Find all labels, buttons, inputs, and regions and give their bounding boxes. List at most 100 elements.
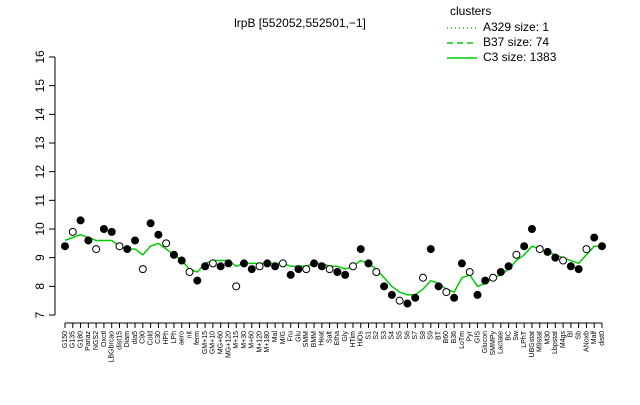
point bbox=[286, 270, 295, 279]
x-tick-label: BMM bbox=[311, 331, 318, 348]
chart-title: lrpB [552052,552501,−1] bbox=[234, 16, 366, 30]
point bbox=[387, 290, 396, 299]
x-tick-label: LPh bbox=[171, 331, 178, 344]
x-tick-label: ANoxb bbox=[583, 331, 590, 352]
x-tick-label: Pyr bbox=[467, 330, 474, 341]
point bbox=[535, 245, 544, 254]
point bbox=[395, 296, 404, 305]
point bbox=[442, 288, 451, 297]
x-tick-label: M+60 bbox=[249, 331, 256, 349]
x-tick-label: S6 bbox=[404, 331, 411, 340]
point bbox=[278, 259, 287, 268]
point bbox=[341, 270, 350, 279]
point bbox=[61, 242, 69, 251]
x-tick-label: Cold bbox=[147, 331, 154, 346]
x-tick-label: Fru bbox=[288, 331, 295, 342]
x-tick-label: Diam bbox=[124, 331, 131, 348]
x-tick-label: Glu bbox=[295, 331, 302, 342]
x-tick-label: Oxctl bbox=[101, 331, 108, 347]
x-tick-label: G135 bbox=[70, 331, 77, 348]
point bbox=[123, 245, 132, 254]
x-tick-label: B36 bbox=[451, 331, 458, 344]
x-tick-label: Sb bbox=[575, 331, 582, 340]
point bbox=[426, 245, 435, 254]
x-tick-label: Mal bbox=[272, 331, 279, 343]
point bbox=[504, 262, 513, 271]
point bbox=[457, 259, 466, 268]
x-tick-label: SMMPy bbox=[490, 331, 497, 356]
point bbox=[364, 259, 373, 268]
point bbox=[162, 239, 171, 248]
x-tick-label: B60 bbox=[443, 331, 450, 344]
point bbox=[527, 225, 536, 233]
point bbox=[208, 259, 217, 268]
point bbox=[582, 245, 591, 254]
point bbox=[76, 216, 85, 225]
point bbox=[574, 265, 583, 274]
x-tick-label: S3 bbox=[381, 331, 388, 340]
point bbox=[590, 233, 599, 242]
point bbox=[317, 262, 326, 271]
x-tick-label: BC bbox=[505, 331, 512, 341]
point bbox=[92, 245, 101, 254]
y-tick-label: 8 bbox=[33, 283, 47, 290]
point bbox=[310, 259, 319, 268]
point bbox=[543, 247, 552, 256]
legend-label: C3 size: 1383 bbox=[483, 50, 557, 64]
x-tick-label: M+180 bbox=[264, 331, 271, 353]
point bbox=[185, 268, 194, 276]
point bbox=[294, 265, 303, 274]
point bbox=[489, 273, 498, 282]
point bbox=[520, 242, 529, 251]
point bbox=[419, 273, 427, 282]
x-tick-label: Gly bbox=[342, 331, 349, 342]
point bbox=[255, 262, 264, 271]
x-tick-label: M4gs bbox=[560, 331, 567, 349]
point bbox=[131, 236, 140, 245]
x-tick-label: dist15 bbox=[116, 331, 123, 350]
x-tick-label: Heat bbox=[319, 331, 326, 346]
point bbox=[325, 265, 334, 274]
x-tick-label: Pariaz bbox=[85, 331, 92, 351]
point bbox=[271, 262, 280, 271]
x-tick-label: G150 bbox=[62, 331, 69, 348]
series-line bbox=[64, 233, 602, 296]
x-tick-label: S1 bbox=[365, 331, 372, 340]
point bbox=[84, 236, 93, 245]
x-tick-label: HTim bbox=[350, 331, 357, 348]
x-tick-label: SMM bbox=[303, 331, 310, 348]
x-tick-label: BT bbox=[435, 330, 442, 340]
y-tick-label: 16 bbox=[33, 50, 47, 64]
y-tick-label: 7 bbox=[33, 311, 47, 318]
x-tick-label: M+15 bbox=[233, 331, 240, 349]
x-tick-label: Salt bbox=[326, 331, 333, 343]
x-tick-label: S7 bbox=[412, 331, 419, 340]
y-tick-label: 15 bbox=[33, 79, 47, 93]
point bbox=[99, 225, 108, 233]
y-tick-label: 12 bbox=[33, 165, 47, 179]
x-tick-label: LBGbrcao bbox=[109, 331, 116, 363]
x-tick-label: S5 bbox=[396, 331, 403, 340]
point bbox=[177, 256, 186, 265]
x-tick-label: S9 bbox=[428, 331, 435, 340]
point bbox=[115, 242, 124, 251]
x-tick-label: S2 bbox=[373, 331, 380, 340]
point bbox=[473, 290, 482, 299]
x-tick-label: HiOs bbox=[358, 331, 365, 347]
point bbox=[559, 256, 568, 265]
point bbox=[356, 245, 365, 254]
x-tick-label: M9stat bbox=[537, 331, 544, 352]
point bbox=[434, 282, 443, 291]
x-tick-label: nit bbox=[186, 331, 193, 338]
x-tick-label: S4 bbox=[389, 331, 396, 340]
x-tick-label: aero bbox=[179, 331, 186, 345]
point bbox=[566, 262, 575, 271]
point bbox=[247, 265, 256, 274]
x-tick-label: GM+10 bbox=[210, 331, 217, 354]
point bbox=[232, 282, 241, 291]
point bbox=[348, 262, 357, 271]
point bbox=[216, 262, 225, 271]
point bbox=[146, 219, 155, 228]
x-tick-label: Etha bbox=[334, 331, 341, 346]
